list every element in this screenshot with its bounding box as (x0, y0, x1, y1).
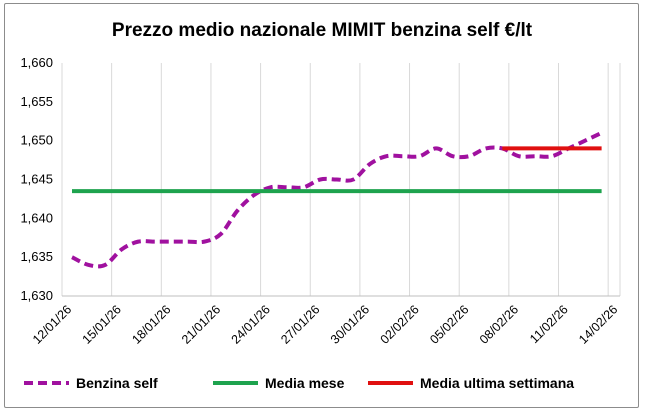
y-tick-label: 1,635 (20, 249, 53, 264)
x-tick-label: 02/02/26 (378, 302, 422, 346)
y-tick-label: 1,660 (20, 55, 53, 70)
x-tick-label: 18/01/26 (129, 302, 173, 346)
axis-layer: 1,630 1,635 1,640 1,645 1,650 1,655 1,660 12/01… (20, 55, 620, 347)
series-layer (71, 131, 603, 269)
legend-label: Media ultima settimana (420, 375, 574, 391)
x-tick-label: 30/01/26 (328, 302, 372, 346)
x-tick-label: 27/01/26 (278, 302, 322, 346)
series-benzina-self-line (71, 131, 603, 269)
legend-label: Media mese (265, 375, 345, 391)
x-tick-label: 14/02/26 (576, 302, 620, 346)
legend-label: Benzina self (76, 375, 158, 391)
x-tick-label: 05/02/26 (427, 302, 471, 346)
x-tick-label: 21/01/26 (179, 302, 223, 346)
x-tick-label: 12/01/26 (30, 302, 74, 346)
y-tick-label: 1,650 (20, 133, 53, 148)
grid-layer (61, 63, 621, 296)
chart-title: Prezzo medio nazionale MIMIT benzina sel… (112, 20, 533, 41)
y-tick-label: 1,640 (20, 210, 53, 225)
chart-frame (4, 3, 639, 408)
x-tick-label: 08/02/26 (477, 302, 521, 346)
x-tick-label: 15/01/26 (80, 302, 124, 346)
x-tick-label: 11/02/26 (527, 302, 571, 346)
y-tick-label: 1,645 (20, 172, 53, 187)
y-tick-label: 1,655 (20, 94, 53, 109)
legend: Benzina self Media mese Media ultima setti… (24, 375, 574, 391)
y-tick-label: 1,630 (20, 288, 53, 303)
x-tick-label: 24/01/26 (229, 302, 273, 346)
